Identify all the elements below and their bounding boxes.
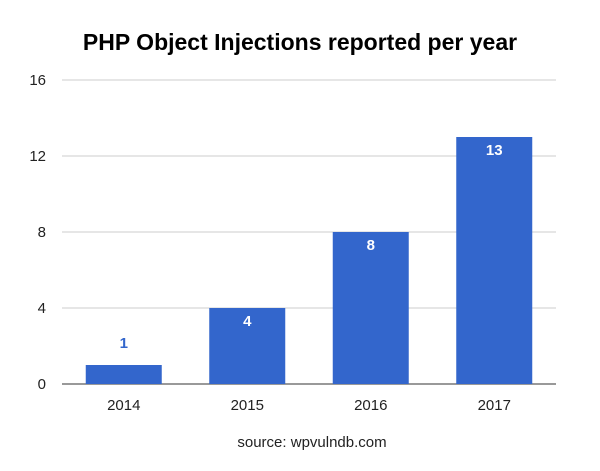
bar <box>456 137 533 384</box>
x-axis-ticks: 2014 2015 2016 2017 <box>107 397 511 414</box>
x-tick-label: 2014 <box>107 397 140 414</box>
data-label: 4 <box>243 313 252 330</box>
y-tick-label: 4 <box>38 300 46 317</box>
data-labels: 1 4 8 13 <box>120 142 503 352</box>
source-note: source: wpvulndb.com <box>237 434 386 451</box>
y-tick-label: 0 <box>38 376 46 393</box>
x-tick-label: 2015 <box>231 397 264 414</box>
data-label: 13 <box>486 142 503 159</box>
bar <box>209 308 286 384</box>
bars <box>85 137 533 384</box>
x-tick-label: 2016 <box>354 397 387 414</box>
x-tick-label: 2017 <box>478 397 511 414</box>
bar <box>85 365 162 384</box>
y-tick-label: 8 <box>38 224 46 241</box>
y-axis-ticks: 0 4 8 12 16 <box>29 72 46 393</box>
data-label: 1 <box>120 335 128 352</box>
y-tick-label: 16 <box>29 72 46 89</box>
data-label: 8 <box>367 237 375 254</box>
bar <box>332 232 409 384</box>
y-tick-label: 12 <box>29 148 46 165</box>
chart-title: PHP Object Injections reported per year <box>83 29 517 55</box>
